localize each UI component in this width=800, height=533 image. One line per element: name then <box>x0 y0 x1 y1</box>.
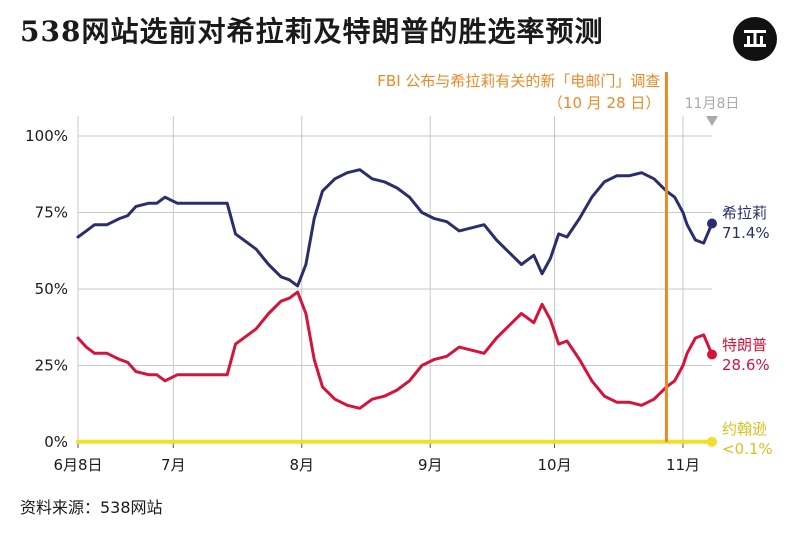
event-date-annotation: （10 月 28 日） <box>548 94 660 112</box>
today-marker-icon <box>706 116 718 126</box>
y-tick-label: 75% <box>35 204 68 222</box>
today-label: 11月8日 <box>685 96 740 112</box>
johnson-end-dot <box>707 436 717 447</box>
source-note: 资料来源：538网站 <box>20 498 163 517</box>
clinton-end-dot <box>707 218 717 229</box>
trump-name-label: 特朗普 <box>722 336 767 354</box>
series-lines: 希拉莉 71.4% 特朗普 28.6% 约翰逊 <0.1% <box>76 168 773 458</box>
trump-end-dot <box>707 349 717 360</box>
chart-title: 538网站选前对希拉莉及特朗普的胜选率预测 <box>20 15 604 48</box>
y-tick-label: 50% <box>35 280 68 298</box>
annotations: FBI 公布与希拉莉有关的新「电邮门」调查 （10 月 28 日） 11月8日 <box>377 72 739 442</box>
clinton-line <box>76 168 714 288</box>
y-tick-label: 25% <box>35 357 68 375</box>
x-tick-label: 10月 <box>537 456 571 474</box>
x-tick-label: 8月 <box>289 456 314 474</box>
clinton-value-label: 71.4% <box>722 224 770 242</box>
clinton-name-label: 希拉莉 <box>722 204 767 222</box>
axis-labels: 0% 25% 50% 75% 100% 6月8日 7月 8月 9月 10月 11月 <box>25 127 700 474</box>
brand-logo-icon <box>733 17 777 61</box>
trump-line <box>76 290 714 410</box>
x-tick-label: 9月 <box>418 456 443 474</box>
x-tick-label: 7月 <box>161 456 186 474</box>
x-tick-label: 11月 <box>666 456 700 474</box>
y-tick-label: 100% <box>25 127 68 145</box>
trump-value-label: 28.6% <box>722 356 770 374</box>
y-tick-label: 0% <box>44 433 68 451</box>
event-annotation: FBI 公布与希拉莉有关的新「电邮门」调查 <box>377 72 660 90</box>
x-tick-label: 6月8日 <box>53 456 102 474</box>
johnson-value-label: <0.1% <box>722 440 773 458</box>
johnson-name-label: 约翰逊 <box>722 420 767 438</box>
grid-lines <box>77 116 712 448</box>
